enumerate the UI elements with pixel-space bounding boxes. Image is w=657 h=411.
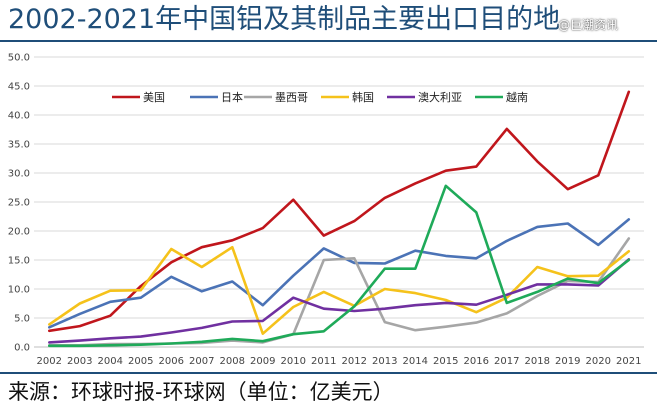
series-line [47,184,631,348]
chart-legend: 美国 日本 墨西哥 韩国 澳大利亚 越南 [112,90,528,104]
line-chart: 0.0 5.0 10.0 15.0 20.0 25.0 30.0 35.0 40.0 45.0 50… [8,53,644,367]
x-tick-label: 2011 [311,356,336,367]
x-axis-ticks: 2002 2003 2004 2005 2006 2007 2008 2009 2010 2011… [37,356,642,367]
x-tick-label: 2015 [433,356,458,367]
x-tick-label: 2013 [372,356,397,367]
y-tick-label: 35.0 [8,140,30,151]
series-line [47,218,631,329]
x-tick-label: 2009 [250,356,275,367]
x-tick-label: 2016 [464,356,489,367]
y-tick-label: 5.0 [14,314,30,325]
footer-divider [0,372,657,374]
y-tick-label: 30.0 [8,169,30,180]
x-tick-label: 2007 [189,356,214,367]
y-tick-label: 15.0 [8,256,30,267]
x-tick-label: 2003 [67,356,92,367]
legend-label: 墨西哥 [275,91,308,104]
legend-label: 日本 [221,90,243,104]
y-axis-ticks: 0.0 5.0 10.0 15.0 20.0 25.0 30.0 35.0 40.0 45.0 50… [8,53,30,354]
x-tick-label: 2017 [494,356,519,367]
chart-grid [34,56,644,348]
x-tick-label: 2006 [159,356,184,367]
y-tick-label: 10.0 [8,285,30,296]
x-tick-label: 2004 [98,356,123,367]
x-tick-label: 2018 [525,356,550,367]
source-note: 来源：环球时报-环球网（单位：亿美元） [8,380,394,404]
legend-label: 澳大利亚 [418,90,462,104]
legend-label: 越南 [506,90,528,104]
title-divider [0,40,657,42]
y-tick-label: 25.0 [8,198,30,209]
series-line [47,245,631,336]
x-tick-label: 2020 [586,356,611,367]
x-tick-label: 2002 [37,356,62,367]
page-title: 2002-2021年中国铝及其制品主要出口目的地 [8,4,561,35]
y-tick-label: 45.0 [8,82,30,93]
y-tick-label: 0.0 [14,343,30,354]
y-tick-label: 20.0 [8,227,30,238]
y-tick-label: 50.0 [8,53,30,64]
y-tick-label: 40.0 [8,111,30,122]
chart-series [47,90,631,348]
legend-label: 韩国 [352,90,374,104]
x-tick-label: 2019 [555,356,580,367]
x-tick-label: 2008 [220,356,245,367]
x-tick-label: 2010 [281,356,306,367]
legend-label: 美国 [143,91,165,104]
watermark: @巨潮资讯 [558,18,619,32]
series-line [47,258,631,344]
x-tick-label: 2005 [128,356,153,367]
x-tick-label: 2012 [342,356,367,367]
x-tick-label: 2021 [616,356,641,367]
x-tick-label: 2014 [403,356,428,367]
